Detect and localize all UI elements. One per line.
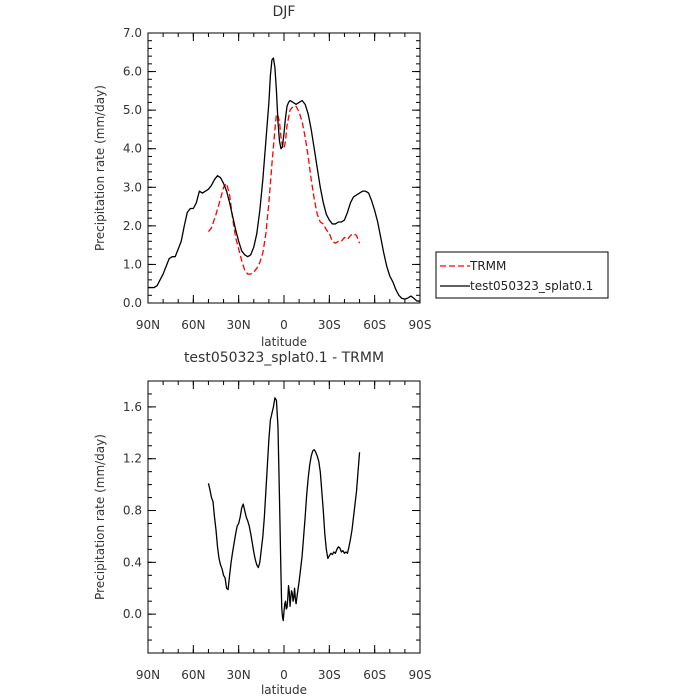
bottom-panel: test050323_splat0.1 - TRMM 0.0 0.4 0.8 1.2 1… [93,350,431,697]
top-x-axis-label: latitude [261,335,307,349]
legend-box [435,251,609,299]
bottom-y-tick-label: 0.0 [123,607,142,621]
bottom-x-tick-label: 30N [227,668,251,682]
top-y-tick-label: 1.0 [123,257,142,271]
bottom-y-tick-label: 1.6 [123,400,142,414]
top-x-tick-label: 90S [409,318,432,332]
top-series [148,57,420,302]
top-x-tick-label: 30N [227,318,251,332]
bottom-x-ticks: 90N 60N 30N 0 30S 60S 90S [136,381,432,682]
top-y-axis-label: Precipitation rate (mm/day) [93,85,107,251]
top-panel: DJF 0.0 1.0 2.0 3.0 4.0 5.0 6.0 7.0 90N 60N 30N 0 3… [93,4,609,349]
bottom-y-tick-label: 0.8 [123,504,142,518]
top-series-line-0 [207,105,361,275]
bottom-x-tick-label: 90N [136,668,160,682]
top-y-tick-label: 5.0 [123,103,142,117]
top-x-tick-label: 60S [363,318,386,332]
top-y-tick-label: 3.0 [123,180,142,194]
bottom-series [207,397,361,622]
top-y-tick-label: 0.0 [123,296,142,310]
top-x-ticks: 90N 60N 30N 0 30S 60S 90S [136,33,432,332]
top-x-tick-label: 0 [280,318,288,332]
bottom-x-tick-label: 30S [318,668,341,682]
legend: TRMM test050323_splat0.1 [435,251,609,299]
top-x-tick-label: 30S [318,318,341,332]
bottom-x-tick-label: 90S [409,668,432,682]
top-x-tick-label: 60N [181,318,205,332]
bottom-y-axis-label: Precipitation rate (mm/day) [93,434,107,600]
bottom-y-tick-label: 1.2 [123,452,142,466]
top-chart-title: DJF [273,4,296,20]
top-y-tick-label: 6.0 [123,65,142,79]
top-y-ticks: 0.0 1.0 2.0 3.0 4.0 5.0 6.0 7.0 [123,26,420,310]
bottom-x-tick-label: 60N [181,668,205,682]
legend-label-model: test050323_splat0.1 [470,279,593,293]
top-y-tick-label: 2.0 [123,219,142,233]
top-y-tick-label: 4.0 [123,142,142,156]
bottom-y-ticks: 0.0 0.4 0.8 1.2 1.6 [123,380,420,641]
bottom-x-tick-label: 60S [363,668,386,682]
bottom-x-axis-label: latitude [261,683,307,697]
top-series-line-1 [148,57,420,302]
bottom-series-line-0 [207,397,361,622]
legend-label-trmm: TRMM [469,259,506,273]
top-x-tick-label: 90N [136,318,160,332]
top-plot-frame [147,32,421,304]
top-y-tick-label: 7.0 [123,26,142,40]
bottom-chart-title: test050323_splat0.1 - TRMM [184,350,384,366]
bottom-y-tick-label: 0.4 [123,555,142,569]
bottom-x-tick-label: 0 [280,668,288,682]
